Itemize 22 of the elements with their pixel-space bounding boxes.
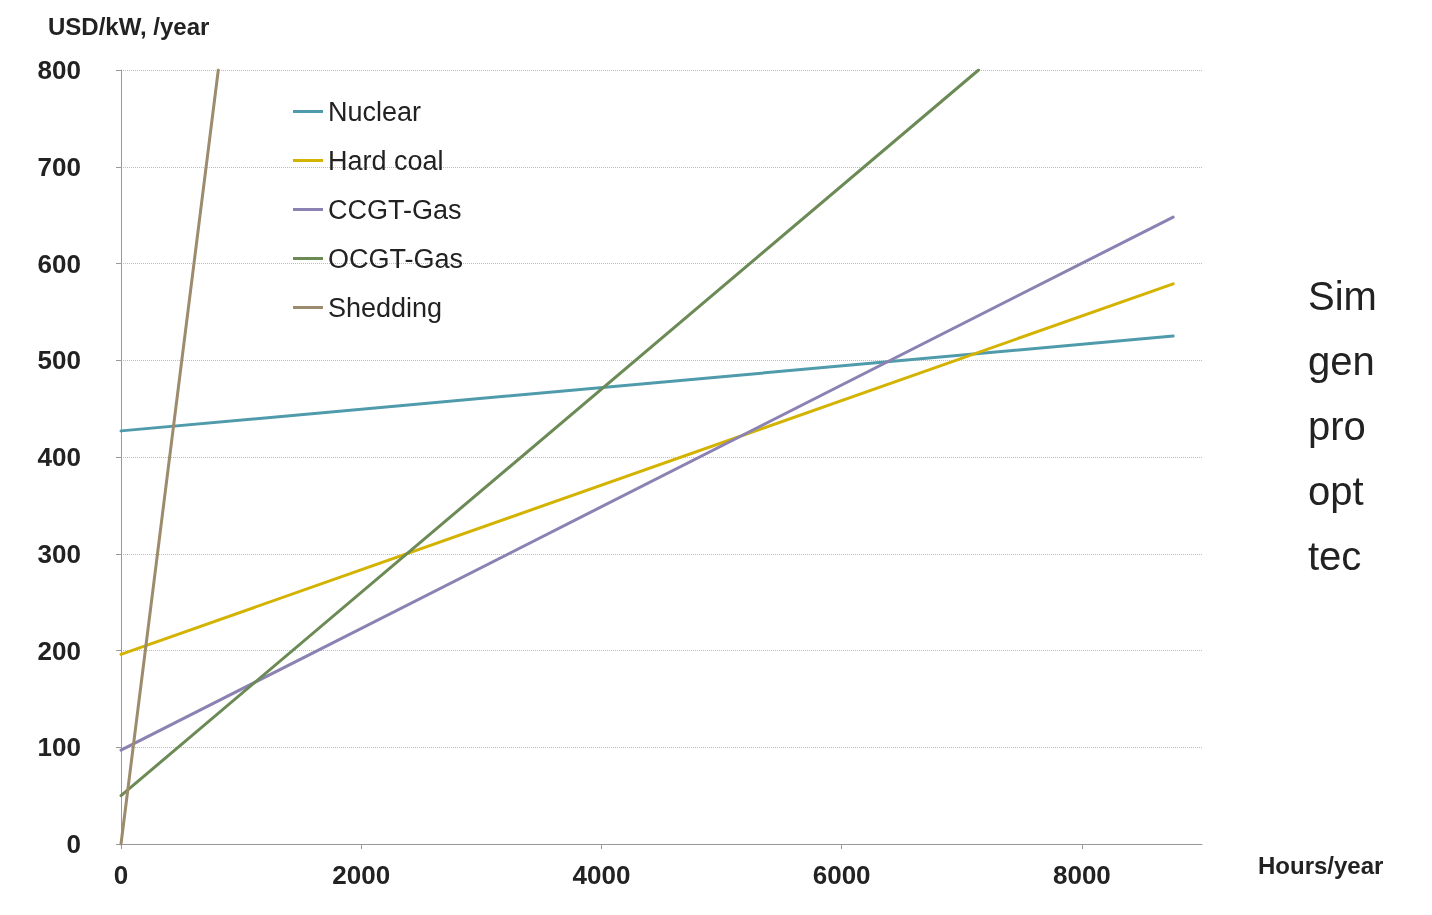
y-tick-label: 0 [66, 829, 81, 859]
y-tick-label: 700 [37, 151, 81, 182]
x-axis-title: Hours/year [1258, 851, 1384, 879]
y-tick-label: 200 [37, 635, 81, 666]
y-tick-label: 400 [37, 442, 81, 472]
legend-label: CCGT-Gas [328, 194, 462, 225]
legend-label: Nuclear [328, 96, 422, 127]
x-tick-label: 8000 [1052, 860, 1111, 890]
x-tick-label: 2000 [332, 860, 391, 890]
y-tick-label: 300 [37, 538, 81, 569]
legend-label: OCGT-Gas [328, 243, 464, 274]
y-tick-label: 500 [37, 345, 81, 376]
y-axis-title: USD/kW, /year [48, 12, 210, 40]
y-tick-label: 600 [37, 248, 81, 279]
x-tick-label: 0 [113, 860, 129, 890]
x-tick-label: 6000 [812, 860, 871, 890]
legend-label: Shedding [328, 292, 443, 323]
legend-label: Hard coal [328, 145, 444, 176]
x-tick-label: 4000 [572, 860, 631, 890]
y-tick-label: 100 [37, 732, 81, 763]
y-tick-label: 800 [37, 55, 81, 85]
text: Sim gen pro opt tec [1308, 273, 1377, 578]
